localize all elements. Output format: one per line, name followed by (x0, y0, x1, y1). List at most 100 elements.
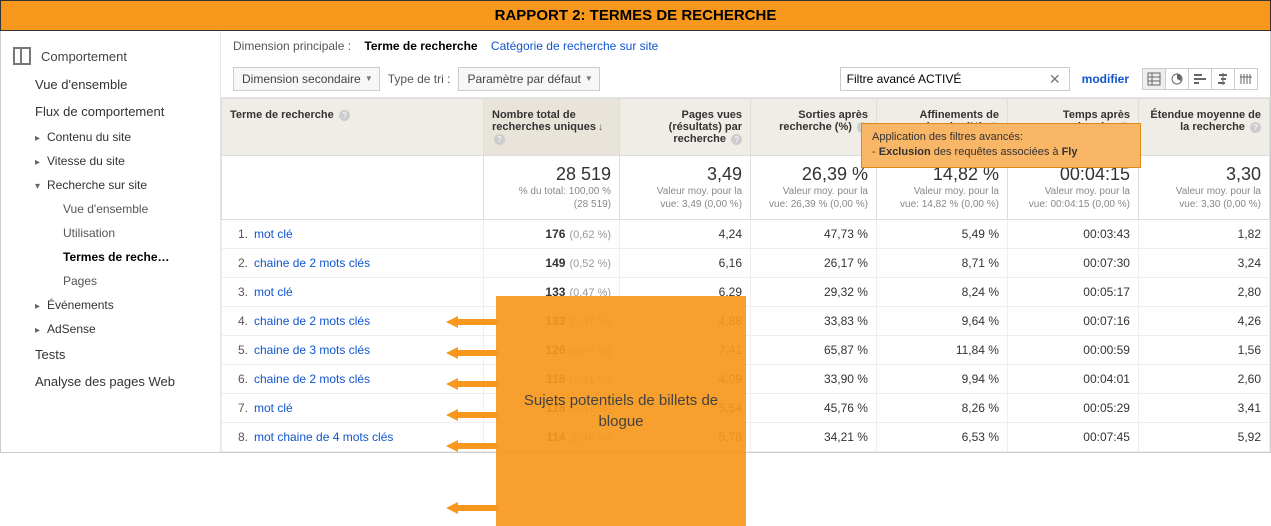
view-comparison-icon[interactable] (1211, 68, 1235, 90)
table-row: 1.mot clé176(0,62 %)4,2447,73 %5,49 %00:… (222, 220, 1270, 249)
col-header-uniq[interactable]: Nombre total de recherches uniques↓? (484, 99, 620, 156)
cell-refine: 8,26 % (876, 394, 1007, 423)
content-area: Dimension principale : Terme de recherch… (221, 31, 1270, 452)
sidebar-section-label: Comportement (41, 49, 127, 64)
cell-time: 00:05:29 (1007, 394, 1138, 423)
sidebar-item[interactable]: Événements (1, 293, 220, 317)
annotation-arrow-icon (446, 440, 498, 452)
search-term-link[interactable]: chaine de 2 mots clés (254, 314, 370, 328)
cell-depth: 1,82 (1138, 220, 1269, 249)
sidebar-item[interactable]: Flux de comportement (1, 98, 220, 125)
sidebar-subitem[interactable]: Pages (1, 269, 220, 293)
primary-dimension-active[interactable]: Terme de recherche (364, 39, 477, 53)
cell-time: 00:03:43 (1007, 220, 1138, 249)
help-icon[interactable]: ? (731, 134, 742, 145)
sort-desc-icon: ↓ (598, 122, 603, 133)
clear-filter-icon[interactable]: ✕ (1041, 71, 1069, 88)
cell-term: 1.mot clé (222, 220, 484, 249)
cell-term: 7.mot clé (222, 394, 484, 423)
primary-dimension-row: Dimension principale : Terme de recherch… (221, 31, 1270, 61)
cell-depth: 5,92 (1138, 423, 1269, 452)
blog-subjects-annotation: Sujets potentiels de billets de blogue (496, 296, 746, 526)
search-term-link[interactable]: chaine de 2 mots clés (254, 256, 370, 270)
cell-time: 00:07:16 (1007, 307, 1138, 336)
annotation-arrow-icon (446, 316, 498, 328)
search-term-link[interactable]: mot clé (254, 227, 293, 241)
sidebar-section-header[interactable]: Comportement (1, 41, 220, 71)
cell-term: 8.mot chaine de 4 mots clés (222, 423, 484, 452)
cell-refine: 6,53 % (876, 423, 1007, 452)
cell-depth: 2,80 (1138, 278, 1269, 307)
sidebar-item[interactable]: Recherche sur site (1, 173, 220, 197)
view-pie-icon[interactable] (1165, 68, 1189, 90)
summary-uniq: 28 519% du total: 100,00 %(28 519) (484, 156, 620, 220)
sidebar-item[interactable]: Tests (1, 341, 220, 368)
primary-dimension-label: Dimension principale : (233, 39, 351, 53)
sidebar-subitem[interactable]: Vue d'ensemble (1, 197, 220, 221)
sort-type-label: Type de tri : (388, 72, 451, 86)
col-header-term[interactable]: Terme de recherche ? (222, 99, 484, 156)
help-icon[interactable]: ? (494, 134, 505, 145)
cell-time: 00:07:30 (1007, 249, 1138, 278)
col-header-depth[interactable]: Étendue moyenne de la recherche ? (1138, 99, 1269, 156)
cell-refine: 8,71 % (876, 249, 1007, 278)
cell-depth: 1,56 (1138, 336, 1269, 365)
advanced-filter-input[interactable] (841, 68, 1041, 90)
search-term-link[interactable]: mot clé (254, 401, 293, 415)
sidebar: Comportement Vue d'ensembleFlux de compo… (1, 31, 221, 452)
cell-refine: 11,84 % (876, 336, 1007, 365)
cell-term: 2.chaine de 2 mots clés (222, 249, 484, 278)
sidebar-subitem[interactable]: Termes de reche… (1, 245, 220, 269)
search-term-link[interactable]: mot clé (254, 285, 293, 299)
col-header-exit[interactable]: Sorties après recherche (%) ? (751, 99, 877, 156)
cell-depth: 3,41 (1138, 394, 1269, 423)
cell-time: 00:00:59 (1007, 336, 1138, 365)
primary-dimension-link[interactable]: Catégorie de recherche sur site (491, 39, 658, 53)
help-icon[interactable]: ? (1250, 122, 1261, 133)
cell-exit: 47,73 % (751, 220, 877, 249)
cell-term: 3.mot clé (222, 278, 484, 307)
cell-uniq: 176(0,62 %) (484, 220, 620, 249)
cell-term: 4.chaine de 2 mots clés (222, 307, 484, 336)
annotation-arrow-icon (446, 378, 498, 390)
cell-time: 00:04:01 (1007, 365, 1138, 394)
cell-exit: 45,76 % (751, 394, 877, 423)
summary-pv: 3,49Valeur moy. pour lavue: 3,49 (0,00 %… (620, 156, 751, 220)
cell-term: 5.chaine de 3 mots clés (222, 336, 484, 365)
sidebar-item[interactable]: AdSense (1, 317, 220, 341)
annotation-arrow-icon (446, 409, 498, 421)
cell-time: 00:05:17 (1007, 278, 1138, 307)
cell-refine: 9,64 % (876, 307, 1007, 336)
main-layout: Comportement Vue d'ensembleFlux de compo… (0, 31, 1271, 453)
sidebar-item[interactable]: Analyse des pages Web (1, 368, 220, 395)
cell-depth: 3,24 (1138, 249, 1269, 278)
modify-filter-link[interactable]: modifier (1082, 72, 1129, 86)
search-term-link[interactable]: chaine de 2 mots clés (254, 372, 370, 386)
cell-time: 00:07:45 (1007, 423, 1138, 452)
sidebar-item[interactable]: Vitesse du site (1, 149, 220, 173)
sort-type-dropdown[interactable]: Paramètre par défaut (458, 67, 599, 91)
cell-term: 6.chaine de 2 mots clés (222, 365, 484, 394)
report-banner: RAPPORT 2: TERMES DE RECHERCHE (0, 0, 1271, 31)
cell-exit: 34,21 % (751, 423, 877, 452)
help-icon[interactable]: ? (339, 110, 350, 121)
toolbar: Dimension secondaire Type de tri : Param… (221, 61, 1270, 98)
cell-exit: 29,32 % (751, 278, 877, 307)
sidebar-subitem[interactable]: Utilisation (1, 221, 220, 245)
view-table-icon[interactable] (1142, 68, 1166, 90)
annotation-arrow-icon (446, 502, 498, 514)
cell-refine: 8,24 % (876, 278, 1007, 307)
view-bar-icon[interactable] (1188, 68, 1212, 90)
sidebar-item[interactable]: Contenu du site (1, 125, 220, 149)
secondary-dimension-dropdown[interactable]: Dimension secondaire (233, 67, 380, 91)
search-term-link[interactable]: mot chaine de 4 mots clés (254, 430, 393, 444)
col-header-pv[interactable]: Pages vues (résultats) par recherche ? (620, 99, 751, 156)
cell-pv: 6,16 (620, 249, 751, 278)
table-row: 2.chaine de 2 mots clés149(0,52 %)6,1626… (222, 249, 1270, 278)
cell-exit: 33,83 % (751, 307, 877, 336)
cell-exit: 33,90 % (751, 365, 877, 394)
view-pivot-icon[interactable] (1234, 68, 1258, 90)
behavior-icon (13, 47, 31, 65)
sidebar-item[interactable]: Vue d'ensemble (1, 71, 220, 98)
search-term-link[interactable]: chaine de 3 mots clés (254, 343, 370, 357)
